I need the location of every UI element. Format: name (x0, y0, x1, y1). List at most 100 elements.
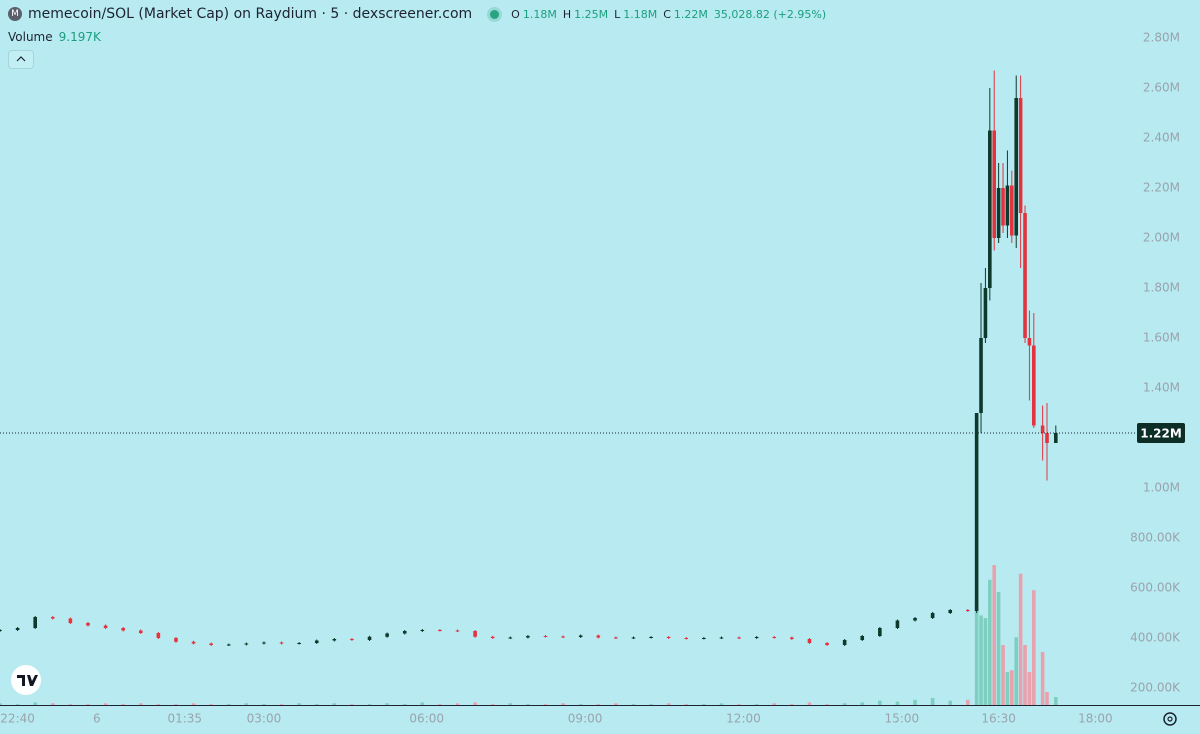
volume-bar (50, 703, 55, 705)
candle-body (191, 641, 196, 644)
volume-bar (631, 704, 636, 705)
volume-bar (314, 704, 319, 705)
candle-body (913, 618, 917, 621)
x-tick-label: 6 (93, 712, 101, 726)
candle-body (1023, 213, 1027, 338)
volume-bar (68, 704, 73, 705)
candle-body (719, 637, 724, 639)
volume-bar (1023, 645, 1027, 705)
volume-bar (0, 703, 2, 705)
ohlc-legend: O 1.18M H 1.25M L 1.18M C 1.22M 35,028.82 (+… (511, 8, 829, 21)
candle-body (1010, 185, 1014, 236)
candle-body (385, 633, 389, 637)
volume-bar (332, 703, 337, 705)
volume-bar (156, 704, 161, 705)
candle-body (15, 628, 20, 630)
y-tick-label: 2.40M (1143, 131, 1180, 145)
volume-bar (1014, 637, 1019, 705)
y-tick-label: 2.20M (1143, 181, 1180, 195)
y-tick-label: 1.00M (1143, 481, 1180, 495)
candle-body (138, 630, 143, 633)
candle-body (578, 635, 583, 637)
volume-bar (878, 700, 882, 705)
candle-body (614, 637, 618, 639)
last-price-label: 1.22M (1140, 427, 1182, 441)
change-value: 35,028.82 (+2.95%) (713, 7, 827, 21)
open-value: 1.18M (522, 7, 557, 21)
x-tick-label: 22:40 (0, 712, 35, 726)
volume-bar (754, 704, 759, 705)
high-label: H (562, 7, 572, 21)
volume-bar (420, 702, 425, 705)
volume-bar (262, 704, 266, 705)
candle-body (438, 630, 442, 631)
volume-label: Volume (8, 30, 53, 44)
candle-body (50, 617, 55, 619)
y-tick-label: 2.00M (1143, 231, 1180, 245)
volume-bar (367, 704, 372, 705)
candle-body (992, 130, 997, 238)
volume-bar (297, 703, 301, 705)
token-icon: M (8, 7, 22, 21)
volume-bar (561, 703, 565, 705)
volume-bar (1010, 670, 1014, 705)
y-tick-label: 600.00K (1130, 581, 1181, 595)
volume-bar (992, 565, 997, 705)
candle-body (209, 643, 213, 645)
volume-bar (596, 704, 601, 705)
high-value: 1.25M (574, 7, 609, 21)
volume-bar (350, 704, 354, 705)
candle-body (297, 643, 301, 644)
candle-body (988, 130, 992, 288)
volume-bar (983, 618, 988, 705)
volume-bar (526, 704, 530, 705)
candle-body (948, 610, 953, 613)
candle-body (996, 188, 1001, 238)
chart-header: M memecoin/SOL (Market Cap) on Raydium ·… (8, 6, 829, 22)
x-tick-label: 06:00 (409, 712, 444, 726)
volume-bar (825, 704, 829, 705)
volume-bar (226, 704, 231, 705)
candle-body (420, 630, 425, 631)
volume-bar (974, 599, 979, 705)
candle-body (979, 338, 983, 413)
candle-body (455, 630, 460, 632)
candle-body (526, 636, 530, 638)
candle-body (103, 625, 108, 628)
volume-bar (33, 702, 37, 705)
candle-body (121, 628, 125, 631)
x-tick-label: 01:35 (167, 712, 202, 726)
candle-body (1054, 433, 1058, 443)
last-price-box (1137, 423, 1185, 443)
candle-body (1005, 185, 1010, 226)
close-label: C (663, 7, 671, 21)
candle-body (1001, 188, 1005, 226)
volume-bar (455, 703, 460, 705)
volume-bar (402, 704, 407, 705)
volume-bar (138, 703, 143, 705)
tradingview-logo (11, 665, 41, 695)
x-tick-label: 12:00 (726, 712, 761, 726)
volume-bar (979, 615, 983, 705)
candle-body (402, 631, 407, 634)
candle-body (350, 639, 354, 640)
volume-bar (614, 703, 618, 705)
volume-bar (1005, 671, 1010, 705)
candle-body (1032, 345, 1036, 426)
volume-bar (191, 703, 196, 705)
volume-bar (684, 704, 689, 705)
settings-button[interactable] (1163, 712, 1177, 726)
y-tick-label: 400.00K (1130, 631, 1181, 645)
candle-body (754, 637, 759, 638)
collapse-icon (16, 56, 26, 62)
volume-bar (842, 703, 847, 705)
volume-bar (103, 703, 108, 705)
volume-bar (490, 704, 495, 705)
collapse-button[interactable] (8, 50, 34, 69)
x-tick-label: 18:00 (1078, 712, 1113, 726)
status-dot (490, 9, 500, 19)
candle-body (332, 639, 337, 641)
candle-body (1040, 425, 1045, 433)
